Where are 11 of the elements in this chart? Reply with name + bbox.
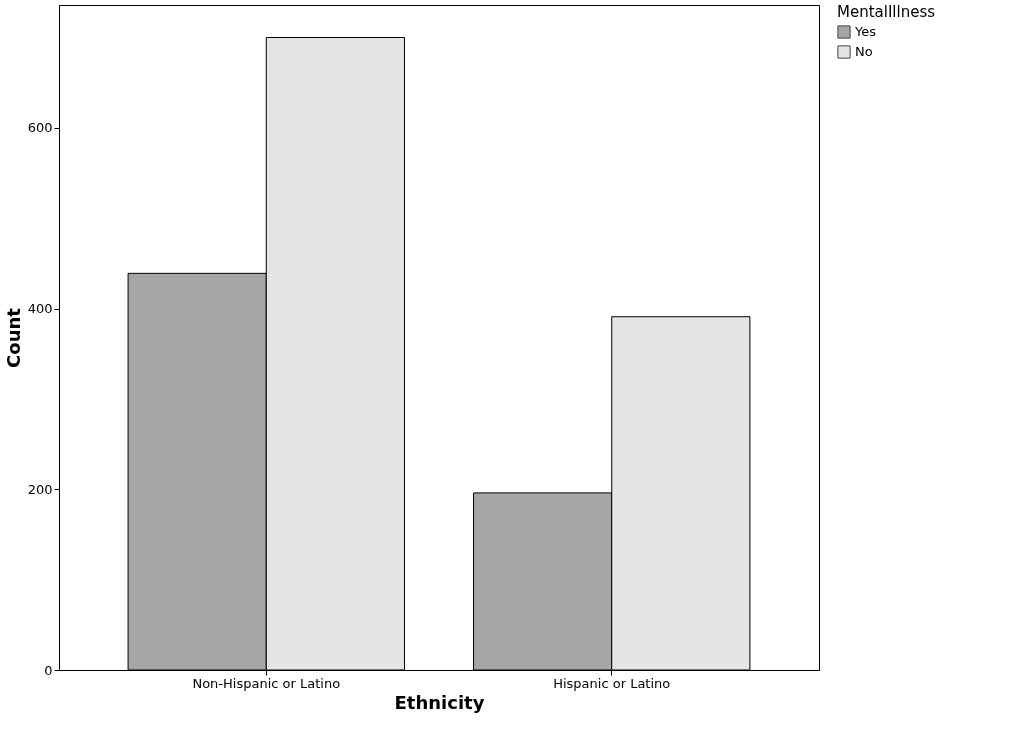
legend-label: Yes [854, 24, 877, 39]
y-tick-label: 0 [44, 662, 53, 678]
legend-title: MentalIllness [837, 3, 936, 21]
x-tick-label: Non-Hispanic or Latino [192, 675, 341, 691]
x-tick-label: Hispanic or Latino [553, 675, 671, 691]
x-axis-title: Ethnicity [394, 691, 485, 713]
y-tick-label: 200 [27, 481, 53, 497]
y-tick-label: 600 [27, 120, 53, 136]
legend-label: No [855, 44, 873, 59]
y-tick-label: 400 [27, 301, 53, 317]
y-axis-title: Count [2, 307, 24, 368]
